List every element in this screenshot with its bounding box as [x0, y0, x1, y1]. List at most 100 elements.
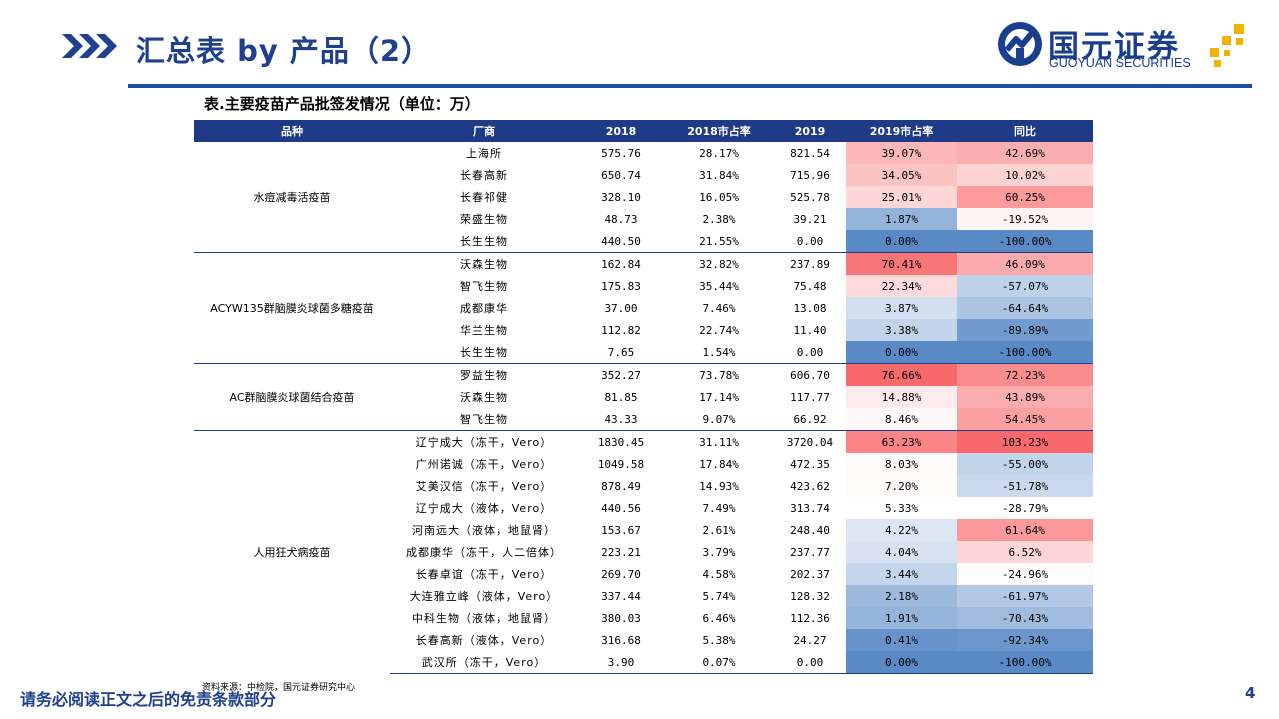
- yoy-cell: -100.00%: [957, 651, 1093, 674]
- table-row: 成都康华 37.00 7.46% 13.08 3.87% -64.64%: [194, 297, 1093, 319]
- v2019-cell: 0.00: [796, 345, 824, 359]
- v2019-cell: 237.77: [790, 545, 830, 559]
- v2018-cell: 328.10: [601, 190, 641, 204]
- manufacturer-cell: 辽宁成大（液体，Vero）: [415, 502, 553, 515]
- source-note: 资料来源：中检院，国元证券研究中心: [202, 683, 356, 693]
- share-2019-cell: 3.44%: [846, 563, 957, 585]
- yoy-cell: -89.89%: [957, 319, 1093, 341]
- share-2019-cell: 7.20%: [846, 475, 957, 497]
- manufacturer-cell: 长春高新（液体，Vero）: [415, 634, 553, 647]
- header-divider: [128, 84, 1252, 88]
- s2018-cell: 73.78%: [664, 363, 774, 386]
- v2018-cell: 37.00: [604, 301, 638, 315]
- s2018-cell: 22.74%: [699, 323, 739, 337]
- yoy-cell: -92.34%: [957, 629, 1093, 651]
- yoy-cell: 54.45%: [957, 408, 1093, 431]
- table-row: 长春高新 650.74 31.84% 715.96 34.05% 10.02%: [194, 164, 1093, 186]
- disclaimer-text: 请务必阅读正文之后的免责条款部分: [20, 690, 277, 709]
- yoy-cell: -100.00%: [957, 341, 1093, 364]
- share-2019-cell: 22.34%: [846, 275, 957, 297]
- table-row: 艾美汉信（冻干，Vero） 878.49 14.93% 423.62 7.20% -51.…: [194, 475, 1093, 497]
- share-2019-cell: 34.05%: [846, 164, 957, 186]
- v2019-cell: 248.40: [790, 523, 830, 537]
- manufacturer-cell: 艾美汉信（冻干，Vero）: [415, 480, 553, 493]
- share-2019-cell: 8.03%: [846, 453, 957, 475]
- manufacturer-cell: 河南远大（液体，地鼠肾）: [412, 524, 556, 537]
- manufacturer-cell: 荣盛生物: [460, 213, 508, 226]
- table-row: 智飞生物 175.83 35.44% 75.48 22.34% -57.07%: [194, 275, 1093, 297]
- table-row: 长生生物 440.50 21.55% 0.00 0.00% -100.00%: [194, 230, 1093, 253]
- v2018-cell: 575.76: [601, 146, 641, 160]
- table-row: 大连雅立峰（液体，Vero） 337.44 5.74% 128.32 2.18% -61.…: [194, 585, 1093, 607]
- v2018-cell: 112.82: [601, 323, 641, 337]
- manufacturer-cell: 成都康华（冻干，人二倍体）: [406, 546, 562, 559]
- share-2019-cell: 1.87%: [846, 208, 957, 230]
- yoy-cell: 60.25%: [957, 186, 1093, 208]
- table-row: ACYW135群脑膜炎球菌多糖疫苗 沃森生物 162.84 32.82% 237.89 7…: [194, 252, 1093, 364]
- manufacturer-cell: 长春祁健: [460, 191, 508, 204]
- manufacturer-cell: 华兰生物: [460, 324, 508, 337]
- manufacturer-cell: 成都康华: [460, 302, 508, 315]
- product-name-cell: ACYW135群脑膜炎球菌多糖疫苗: [194, 252, 390, 364]
- page-title: 汇总表 by 产品（2）: [136, 34, 432, 68]
- s2018-cell: 5.74%: [702, 589, 736, 603]
- product-name-cell: AC群脑膜炎球菌结合疫苗: [194, 363, 390, 431]
- share-2019-cell: 3.87%: [846, 297, 957, 319]
- yoy-cell: 6.52%: [957, 541, 1093, 563]
- column-header: 厂商: [390, 120, 578, 142]
- s2018-cell: 31.84%: [699, 168, 739, 182]
- v2019-cell: 606.70: [774, 363, 846, 386]
- v2019-cell: 3720.04: [774, 430, 846, 453]
- s2018-cell: 5.38%: [702, 633, 736, 647]
- company-logo: 国元证券 GUOYUAN SECURITIES: [996, 20, 1252, 72]
- share-2019-cell: 3.38%: [846, 319, 957, 341]
- column-header: 同比: [957, 120, 1093, 142]
- yoy-cell: -24.96%: [957, 563, 1093, 585]
- s2018-cell: 35.44%: [699, 279, 739, 293]
- share-2019-cell: 0.00%: [846, 651, 957, 674]
- share-2019-cell: 4.22%: [846, 519, 957, 541]
- s2018-cell: 28.17%: [699, 146, 739, 160]
- share-2019-cell: 0.00%: [846, 341, 957, 364]
- v2019-cell: 11.40: [793, 323, 827, 337]
- s2018-cell: 7.46%: [702, 301, 736, 315]
- manufacturer-cell: 沃森生物: [460, 391, 508, 404]
- table-row: 成都康华（冻干，人二倍体） 223.21 3.79% 237.77 4.04% 6.52%: [194, 541, 1093, 563]
- share-2019-cell: 2.18%: [846, 585, 957, 607]
- v2019-cell: 202.37: [790, 567, 830, 581]
- s2018-cell: 6.46%: [702, 611, 736, 625]
- v2019-cell: 117.77: [790, 390, 830, 404]
- yoy-cell: -51.78%: [957, 475, 1093, 497]
- table-row: 广州诺诚（冻干，Vero） 1049.58 17.84% 472.35 8.03% -55…: [194, 453, 1093, 475]
- vaccine-batch-table: 品种 厂商 2018 2018市占率 2019 2019市占率 同比 水痘减毒活…: [194, 120, 1093, 674]
- s2018-cell: 14.93%: [699, 479, 739, 493]
- share-2019-cell: 1.91%: [846, 607, 957, 629]
- share-2019-cell: 4.04%: [846, 541, 957, 563]
- s2018-cell: 32.82%: [664, 252, 774, 275]
- share-2019-cell: 63.23%: [846, 430, 957, 453]
- table-row: 荣盛生物 48.73 2.38% 39.21 1.87% -19.52%: [194, 208, 1093, 230]
- manufacturer-cell: 智飞生物: [460, 413, 508, 426]
- yoy-cell: -64.64%: [957, 297, 1093, 319]
- logo-squares-icon: [1210, 24, 1244, 67]
- table-row: AC群脑膜炎球菌结合疫苗 罗益生物 352.27 73.78% 606.70 76.66%…: [194, 363, 1093, 431]
- logo-text-en: GUOYUAN SECURITIES: [1049, 56, 1191, 70]
- share-2019-cell: 0.41%: [846, 629, 957, 651]
- yoy-cell: -70.43%: [957, 607, 1093, 629]
- s2018-cell: 17.84%: [699, 457, 739, 471]
- table-row: 河南远大（液体，地鼠肾） 153.67 2.61% 248.40 4.22% 61.64%: [194, 519, 1093, 541]
- manufacturer-cell: 广州诺诚（冻干，Vero）: [415, 458, 553, 471]
- yoy-cell: 61.64%: [957, 519, 1093, 541]
- v2019-cell: 715.96: [790, 168, 830, 182]
- v2018-cell: 380.03: [601, 611, 641, 625]
- v2018-cell: 878.49: [601, 479, 641, 493]
- v2019-cell: 112.36: [790, 611, 830, 625]
- s2018-cell: 21.55%: [699, 234, 739, 248]
- v2019-cell: 66.92: [793, 412, 827, 426]
- table-caption: 表.主要疫苗产品批签发情况（单位：万）: [204, 95, 480, 113]
- v2018-cell: 81.85: [604, 390, 638, 404]
- v2019-cell: 75.48: [793, 279, 827, 293]
- yoy-cell: 43.89%: [957, 386, 1093, 408]
- logo-text-cn: 国元证券: [1048, 29, 1180, 65]
- v2018-cell: 1830.45: [578, 430, 664, 453]
